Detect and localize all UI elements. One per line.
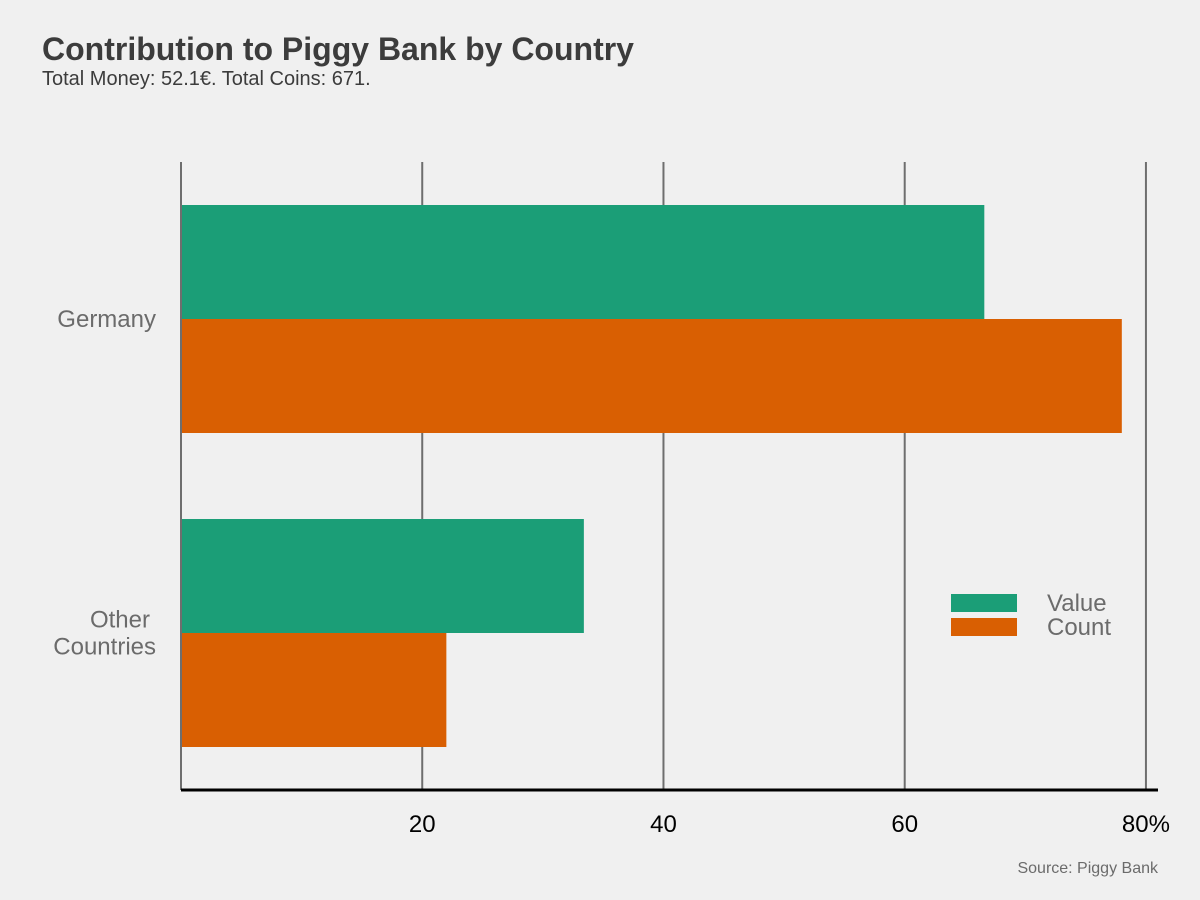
x-tick-label: 20 xyxy=(409,811,436,838)
bar-count xyxy=(181,633,447,747)
chart-subtitle: Total Money: 52.1€. Total Coins: 671. xyxy=(42,68,371,90)
legend-label-value: Value xyxy=(1047,590,1107,617)
bars xyxy=(181,205,1122,747)
category-label: Germany xyxy=(57,306,156,333)
axes xyxy=(180,162,1158,792)
bar-value xyxy=(181,519,584,633)
legend-swatch-value xyxy=(951,594,1017,612)
labels: Germany Other Countries 20 40 60 80% xyxy=(53,306,1170,838)
bar-value xyxy=(181,205,985,319)
source-caption: Source: Piggy Bank xyxy=(1017,860,1158,877)
bar-count xyxy=(181,319,1122,433)
chart-title: Contribution to Piggy Bank by Country xyxy=(42,31,634,67)
category-label: Other Countries xyxy=(53,607,156,661)
legend-swatch-count xyxy=(951,618,1017,636)
x-tick-label: 80% xyxy=(1122,811,1170,838)
legend-label-count: Count xyxy=(1047,614,1111,641)
x-tick-label: 40 xyxy=(650,811,677,838)
x-tick-label: 60 xyxy=(891,811,918,838)
